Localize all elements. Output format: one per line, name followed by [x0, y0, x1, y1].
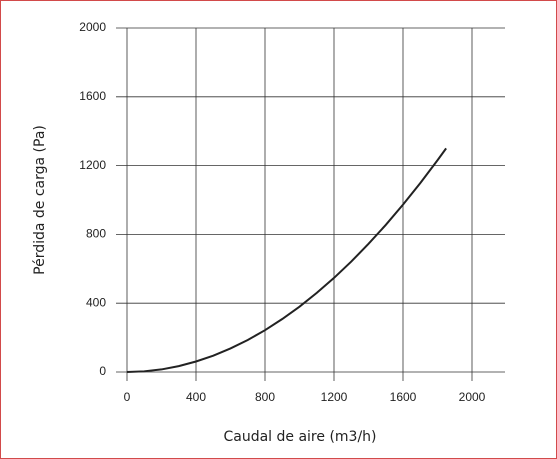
x-tick-label: 800 — [255, 390, 275, 404]
y-tick-label: 400 — [86, 295, 106, 309]
x-tick-label: 1600 — [390, 390, 417, 404]
y-tick-label: 1600 — [79, 89, 106, 103]
y-tick-label: 2000 — [79, 20, 106, 34]
data-line — [126, 147, 447, 373]
y-tick-label: 800 — [86, 227, 106, 241]
y-tick-label: 1200 — [79, 158, 106, 172]
y-axis-title: Pérdida de carga (Pa) — [32, 125, 48, 275]
y-tick-label: 0 — [99, 364, 106, 378]
x-axis-title: Caudal de aire (m3/h) — [223, 429, 376, 445]
x-tick-label: 1200 — [321, 390, 348, 404]
x-tick-label: 400 — [186, 390, 206, 404]
x-tick-label: 0 — [124, 390, 131, 404]
x-tick-label: 2000 — [459, 390, 486, 404]
